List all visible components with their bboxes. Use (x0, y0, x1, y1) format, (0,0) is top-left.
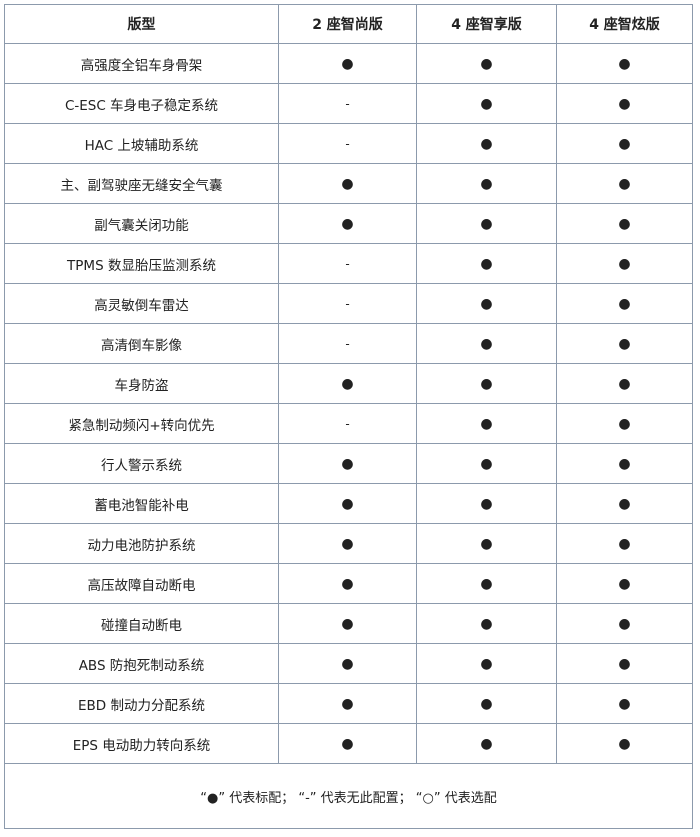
standard-mark: ● (556, 523, 693, 564)
feature-name: 蓄电池智能补电 (4, 483, 279, 524)
standard-mark: ● (416, 283, 557, 324)
table-row: ABS 防抱死制动系统 ● ● ● (4, 643, 693, 684)
standard-mark: ● (416, 363, 557, 404)
feature-name: HAC 上坡辅助系统 (4, 123, 279, 164)
feature-name: EPS 电动助力转向系统 (4, 723, 279, 764)
table-row: 行人警示系统 ● ● ● (4, 443, 693, 484)
not-available-mark: - (278, 283, 417, 324)
table-row: 高灵敏倒车雷达 - ● ● (4, 283, 693, 324)
table-row: 高压故障自动断电 ● ● ● (4, 563, 693, 604)
table-row: HAC 上坡辅助系统 - ● ● (4, 123, 693, 164)
table-row: C-ESC 车身电子稳定系统 - ● ● (4, 83, 693, 124)
standard-mark: ● (556, 123, 693, 164)
standard-mark: ● (556, 363, 693, 404)
legend-row: “●” 代表标配； “-” 代表无此配置； “○” 代表选配 (4, 763, 693, 829)
table-row: 高强度全铝车身骨架 ● ● ● (4, 43, 693, 84)
feature-name: 碰撞自动断电 (4, 603, 279, 644)
standard-mark: ● (416, 163, 557, 204)
standard-mark: ● (556, 323, 693, 364)
not-available-mark: - (278, 243, 417, 284)
table-row: 紧急制动频闪+转向优先 - ● ● (4, 403, 693, 444)
feature-name: EBD 制动力分配系统 (4, 683, 279, 724)
not-available-mark: - (278, 83, 417, 124)
standard-mark: ● (556, 683, 693, 724)
standard-mark: ● (556, 43, 693, 84)
standard-mark: ● (556, 403, 693, 444)
not-available-mark: - (278, 403, 417, 444)
standard-mark: ● (278, 483, 417, 524)
feature-name: ABS 防抱死制动系统 (4, 643, 279, 684)
header-4-seat-xiang: 4 座智享版 (416, 4, 557, 44)
feature-name: 主、副驾驶座无缝安全气囊 (4, 163, 279, 204)
table-row: 高清倒车影像 - ● ● (4, 323, 693, 364)
feature-name: 高压故障自动断电 (4, 563, 279, 604)
standard-mark: ● (556, 243, 693, 284)
feature-name: TPMS 数显胎压监测系统 (4, 243, 279, 284)
table-row: 动力电池防护系统 ● ● ● (4, 523, 693, 564)
standard-mark: ● (416, 483, 557, 524)
table-row: EBD 制动力分配系统 ● ● ● (4, 683, 693, 724)
standard-mark: ● (416, 443, 557, 484)
feature-name: 车身防盗 (4, 363, 279, 404)
standard-mark: ● (556, 443, 693, 484)
legend-text: “●” 代表标配； “-” 代表无此配置； “○” 代表选配 (4, 763, 693, 829)
feature-name: 动力电池防护系统 (4, 523, 279, 564)
standard-mark: ● (278, 603, 417, 644)
not-available-mark: - (278, 323, 417, 364)
header-2-seat: 2 座智尚版 (278, 4, 417, 44)
standard-mark: ● (556, 643, 693, 684)
feature-name: 高强度全铝车身骨架 (4, 43, 279, 84)
table-row: 碰撞自动断电 ● ● ● (4, 603, 693, 644)
header-4-seat-xuan: 4 座智炫版 (556, 4, 693, 44)
standard-mark: ● (278, 723, 417, 764)
standard-mark: ● (278, 683, 417, 724)
standard-mark: ● (416, 723, 557, 764)
standard-mark: ● (416, 683, 557, 724)
standard-mark: ● (556, 203, 693, 244)
standard-mark: ● (556, 283, 693, 324)
table-row: 蓄电池智能补电 ● ● ● (4, 483, 693, 524)
standard-mark: ● (556, 163, 693, 204)
standard-mark: ● (556, 603, 693, 644)
standard-mark: ● (556, 483, 693, 524)
standard-mark: ● (278, 563, 417, 604)
standard-mark: ● (416, 43, 557, 84)
standard-mark: ● (278, 163, 417, 204)
feature-name: 紧急制动频闪+转向优先 (4, 403, 279, 444)
standard-mark: ● (416, 243, 557, 284)
standard-mark: ● (416, 123, 557, 164)
standard-mark: ● (278, 203, 417, 244)
table-row: 车身防盗 ● ● ● (4, 363, 693, 404)
standard-mark: ● (416, 603, 557, 644)
feature-name: C-ESC 车身电子稳定系统 (4, 83, 279, 124)
standard-mark: ● (416, 203, 557, 244)
table-row: EPS 电动助力转向系统 ● ● ● (4, 723, 693, 764)
standard-mark: ● (416, 523, 557, 564)
standard-mark: ● (416, 83, 557, 124)
standard-mark: ● (416, 323, 557, 364)
header-row: 版型 2 座智尚版 4 座智享版 4 座智炫版 (4, 4, 693, 44)
table-row: 副气囊关闭功能 ● ● ● (4, 203, 693, 244)
standard-mark: ● (278, 43, 417, 84)
standard-mark: ● (556, 723, 693, 764)
standard-mark: ● (416, 403, 557, 444)
standard-mark: ● (556, 83, 693, 124)
feature-name: 行人警示系统 (4, 443, 279, 484)
feature-name: 副气囊关闭功能 (4, 203, 279, 244)
feature-name: 高灵敏倒车雷达 (4, 283, 279, 324)
standard-mark: ● (278, 363, 417, 404)
header-version: 版型 (4, 4, 279, 44)
feature-name: 高清倒车影像 (4, 323, 279, 364)
table-row: TPMS 数显胎压监测系统 - ● ● (4, 243, 693, 284)
standard-mark: ● (278, 523, 417, 564)
table-row: 主、副驾驶座无缝安全气囊 ● ● ● (4, 163, 693, 204)
standard-mark: ● (556, 563, 693, 604)
standard-mark: ● (416, 643, 557, 684)
not-available-mark: - (278, 123, 417, 164)
standard-mark: ● (278, 443, 417, 484)
spec-table: 版型 2 座智尚版 4 座智享版 4 座智炫版 高强度全铝车身骨架 ● ● ● C-ES… (4, 4, 693, 829)
standard-mark: ● (416, 563, 557, 604)
standard-mark: ● (278, 643, 417, 684)
